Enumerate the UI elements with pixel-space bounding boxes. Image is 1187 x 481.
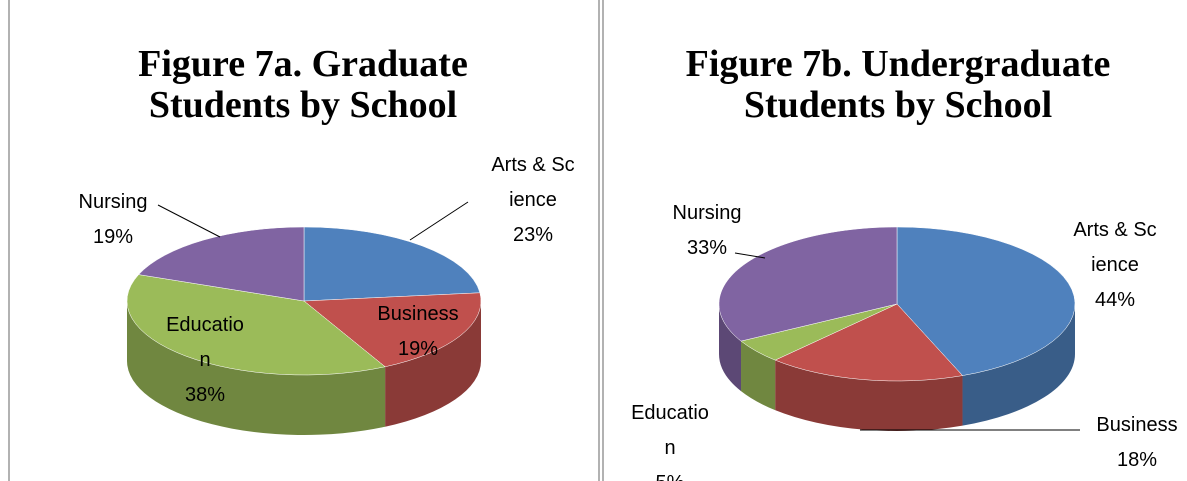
- category-label: Nursing: [672, 202, 742, 224]
- pie-slice: [718, 226, 898, 342]
- category-label: Education: [166, 314, 244, 371]
- pie-side: [741, 341, 776, 411]
- category-label: Business: [377, 303, 459, 325]
- category-label: Arts & Science: [491, 154, 575, 211]
- leader-line: [409, 201, 469, 241]
- value-label: 19%: [397, 338, 439, 360]
- data-label: Arts & Science 23%: [491, 148, 575, 253]
- leader-line: [157, 204, 221, 238]
- value-label: 44%: [1094, 289, 1136, 311]
- category-label: Education: [631, 402, 709, 459]
- data-label: Nursing 33%: [662, 196, 752, 266]
- pie-side: [775, 360, 963, 432]
- data-label: Business 18%: [1092, 408, 1182, 478]
- data-label: Arts & Science 44%: [1073, 213, 1157, 318]
- value-label: 33%: [686, 237, 728, 259]
- value-label: 23%: [512, 224, 554, 246]
- category-label: Business: [1096, 414, 1178, 436]
- pie-side: [385, 301, 481, 427]
- pie-side: [962, 304, 1075, 426]
- value-label: 18%: [1116, 449, 1158, 471]
- pie-side: [127, 301, 386, 435]
- chart-title: Figure 7a. Graduate Students by School: [138, 43, 468, 126]
- leader-line: [734, 252, 766, 259]
- chart-title: Figure 7b. Undergraduate Students by Sch…: [685, 43, 1111, 126]
- data-label: Education 5%: [628, 396, 712, 481]
- pie-slice: [126, 274, 386, 376]
- pie-side: [719, 304, 742, 392]
- pie-slice: [303, 226, 481, 302]
- pie-slice: [896, 226, 1076, 376]
- pie-slice: [303, 292, 482, 368]
- data-label: Nursing 19%: [68, 185, 158, 255]
- pie-slice: [774, 303, 964, 382]
- value-label: 19%: [92, 226, 134, 248]
- value-label: 5%: [628, 466, 712, 481]
- value-label: 38%: [184, 384, 226, 406]
- data-label: Business 19%: [373, 297, 463, 367]
- data-label: Education 38%: [163, 308, 247, 413]
- category-label: Nursing: [78, 191, 148, 213]
- category-label: Arts & Science: [1073, 219, 1157, 276]
- pie-slice: [138, 226, 305, 302]
